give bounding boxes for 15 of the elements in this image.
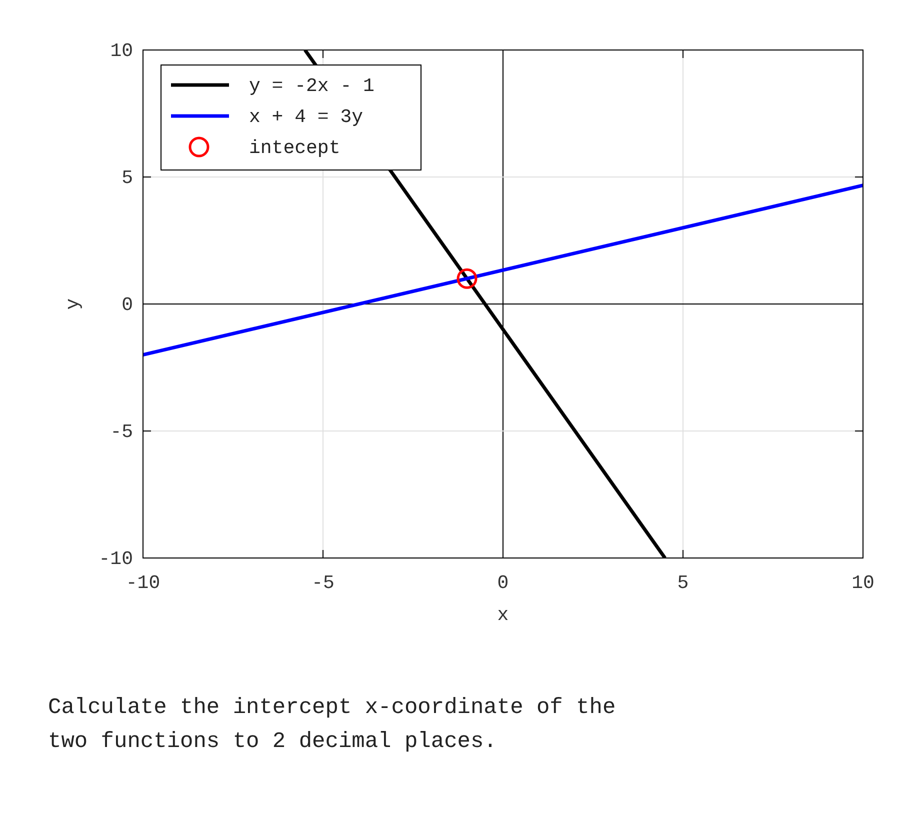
y-tick-label: 10 [110, 40, 133, 62]
x-tick-label: 5 [677, 572, 689, 594]
y-tick-label: 0 [122, 294, 133, 316]
x-tick-label: -5 [312, 572, 334, 594]
y-tick-label: -10 [98, 548, 133, 570]
x-axis-title: x [497, 604, 509, 626]
legend-label: y = -2x - 1 [249, 75, 374, 97]
text: Calculate the intercept x-coordinate of the two functions to 2 decimal places. [48, 695, 616, 754]
y-tick-label: 5 [122, 167, 133, 189]
x-tick-label: 10 [852, 572, 874, 594]
y-tick-label: -5 [110, 421, 133, 443]
y-axis-title: y [62, 298, 84, 310]
x-tick-label: 0 [497, 572, 509, 594]
legend-label: x + 4 = 3y [249, 106, 364, 128]
legend-label: intecept [249, 137, 340, 159]
